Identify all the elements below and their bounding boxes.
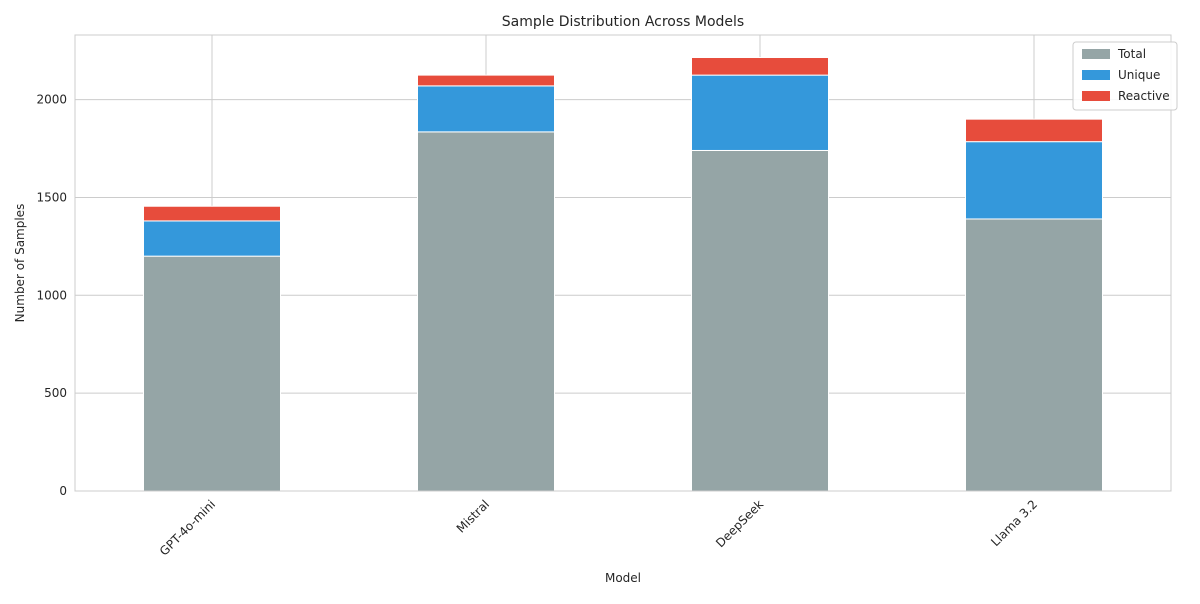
bars: [143, 57, 1103, 492]
legend-label-total: Total: [1117, 47, 1146, 61]
bar-unique-llama-3-2: [965, 141, 1103, 220]
y-tick-label: 1500: [36, 190, 67, 204]
plot-frame: [74, 34, 1172, 492]
bar-total-mistral: [417, 131, 555, 492]
x-tick-label: Llama 3.2: [988, 497, 1040, 549]
bar-reactive-mistral: [417, 74, 555, 87]
legend: Total Unique Reactive: [1072, 41, 1178, 111]
bar-total-gpt-4o-mini: [143, 255, 281, 492]
bar-unique-gpt-4o-mini: [143, 220, 281, 257]
x-tick-label: DeepSeek: [713, 497, 766, 550]
x-tick-labels: GPT-4o-mini Mistral DeepSeek Llama 3.2: [157, 497, 1040, 558]
x-axis-title: Model: [605, 571, 641, 585]
x-tick-label: GPT-4o-mini: [157, 497, 218, 558]
y-axis-title: Number of Samples: [13, 204, 27, 323]
y-tick-label: 1000: [36, 288, 67, 302]
x-tick-label: Mistral: [454, 497, 492, 535]
bar-reactive-gpt-4o-mini: [143, 205, 281, 222]
bar-reactive-llama-3-2: [965, 118, 1103, 143]
bar-unique-mistral: [417, 85, 555, 133]
y-tick-label: 2000: [36, 93, 67, 107]
legend-swatch-total: [1082, 49, 1110, 59]
bar-unique-deepseek: [691, 74, 829, 151]
bar-total-deepseek: [691, 149, 829, 492]
chart-title: Sample Distribution Across Models: [502, 14, 744, 30]
legend-label-reactive: Reactive: [1118, 89, 1170, 103]
legend-swatch-unique: [1082, 70, 1110, 80]
y-tick-labels: 0 500 1000 1500 2000: [36, 93, 67, 498]
y-tick-label: 0: [59, 484, 67, 498]
legend-label-unique: Unique: [1118, 68, 1160, 82]
bar-total-llama-3-2: [965, 218, 1103, 492]
y-tick-label: 500: [44, 386, 67, 400]
legend-swatch-reactive: [1082, 91, 1110, 101]
bar-reactive-deepseek: [691, 57, 829, 76]
